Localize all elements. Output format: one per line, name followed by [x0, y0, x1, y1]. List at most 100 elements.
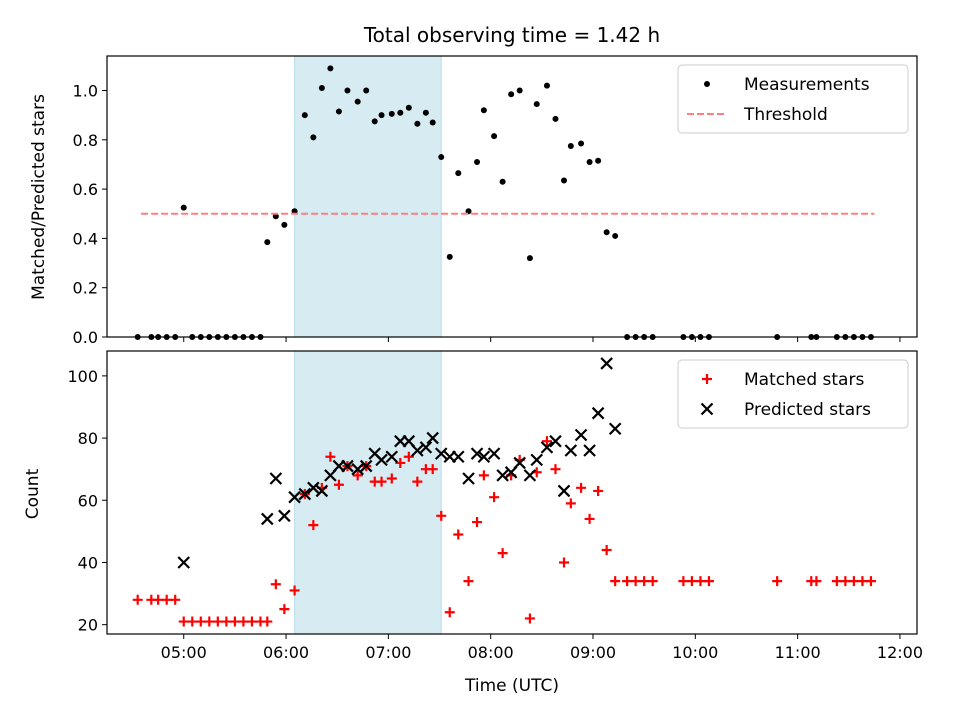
legend-x-icon — [700, 402, 714, 416]
y-tick-label: 0.2 — [73, 279, 98, 298]
measurement-point — [533, 101, 540, 108]
predicted-star-point — [523, 469, 537, 482]
bottom-y-axis-label: Count — [23, 468, 43, 519]
matched-star-point — [403, 451, 414, 462]
measurement-point — [180, 204, 187, 211]
y-tick-label: 60 — [78, 491, 98, 510]
measurement-point — [561, 177, 568, 184]
top-panel: 0.0 0.2 0.4 0.6 0.8 1.0 Matched/Predicted sta… — [29, 55, 918, 347]
matched-star-point — [559, 557, 570, 568]
matched-star-point — [325, 451, 336, 462]
matched-star-point — [412, 476, 423, 487]
y-tick-label: 0.0 — [73, 328, 98, 347]
predicted-star-point — [434, 447, 448, 460]
matched-star-point — [221, 616, 232, 627]
predicted-star-point — [307, 481, 320, 495]
top-shaded-span — [294, 55, 442, 338]
y-tick-label: 0.6 — [73, 180, 98, 199]
top-data-marks — [134, 65, 875, 340]
legend-label: Threshold — [743, 105, 828, 125]
matched-star-point — [593, 485, 604, 496]
x-axis-label: Time (UTC) — [464, 676, 559, 696]
matched-star-point — [857, 576, 868, 587]
matched-star-point — [427, 464, 438, 475]
predicted-star-point — [298, 487, 312, 501]
matched-star-point — [132, 594, 143, 605]
measurement-point — [335, 108, 342, 115]
legend-box — [677, 359, 909, 429]
matched-star-point — [584, 513, 595, 524]
y-tick-label: 40 — [78, 553, 98, 572]
matched-star-point — [497, 548, 508, 559]
measurement-point — [612, 232, 619, 239]
matched-star-point — [478, 470, 489, 481]
y-tick-label: 1.0 — [73, 82, 98, 101]
matched-star-point — [270, 579, 281, 590]
legend-dot-icon — [704, 81, 710, 87]
predicted-star-point — [359, 459, 373, 473]
matched-star-point — [444, 607, 455, 618]
predicted-star-point — [288, 490, 301, 504]
measurement-point — [344, 87, 351, 94]
x-tick-label: 05:00 — [161, 643, 207, 662]
measurement-point — [310, 134, 317, 141]
measurement-point — [301, 112, 308, 119]
legend-label: Matched stars — [744, 370, 864, 390]
matched-star-point — [524, 613, 535, 624]
top-x-ticks — [183, 337, 901, 342]
measurement-point — [499, 178, 506, 185]
measurement-point — [363, 87, 370, 94]
predicted-star-point — [278, 509, 291, 523]
top-y-axis-label: Matched/Predicted stars — [29, 94, 49, 300]
predicted-star-point — [583, 444, 596, 457]
y-tick-label: 20 — [78, 616, 98, 635]
matched-star-point — [678, 576, 689, 587]
y-tick-label: 100 — [67, 367, 98, 386]
matched-star-point — [161, 594, 172, 605]
y-tick-label: 0.8 — [73, 131, 98, 150]
matched-star-point — [376, 476, 387, 487]
matched-star-point — [840, 576, 851, 587]
measurement-point — [480, 107, 487, 114]
measurement-point — [552, 115, 559, 122]
bottom-legend: Matched stars Predicted stars — [677, 359, 909, 429]
measurement-point — [438, 154, 445, 161]
matched-star-point — [187, 616, 198, 627]
predicted-star-point — [261, 512, 274, 526]
matched-star-point — [686, 576, 697, 587]
matched-star-point — [647, 576, 658, 587]
legend-label: Measurements — [744, 75, 870, 95]
matched-star-point — [170, 594, 181, 605]
predicted-star-point — [513, 456, 526, 470]
matched-star-point — [831, 576, 842, 587]
x-tick-label: 06:00 — [263, 643, 309, 662]
matched-star-point — [308, 520, 319, 531]
predicted-star-point — [564, 444, 578, 457]
measurement-point — [526, 255, 533, 262]
predicted-star-point — [487, 447, 501, 460]
matched-star-point — [550, 464, 561, 475]
measurement-point — [318, 85, 325, 92]
top-axes-frame — [106, 55, 918, 338]
measurement-point — [371, 118, 378, 125]
measurement-point — [516, 87, 523, 94]
matched-star-point — [576, 482, 587, 493]
matched-star-point — [436, 510, 447, 521]
matched-star-point — [262, 616, 273, 627]
matched-star-point — [489, 492, 500, 503]
matched-star-point — [352, 470, 363, 481]
predicted-star-point — [470, 447, 484, 460]
measurement-point — [578, 140, 585, 147]
matched-star-point — [622, 576, 633, 587]
matched-star-point — [695, 576, 706, 587]
matched-star-point — [212, 616, 223, 627]
y-tick-label: 0.4 — [73, 229, 98, 248]
matched-star-point — [601, 545, 612, 556]
matched-star-point — [565, 498, 576, 509]
measurement-point — [327, 65, 334, 72]
matched-star-point — [333, 479, 344, 490]
measurement-point — [429, 119, 436, 126]
matched-star-point — [195, 616, 206, 627]
predicted-star-point — [452, 450, 465, 464]
measurement-point — [491, 133, 498, 140]
